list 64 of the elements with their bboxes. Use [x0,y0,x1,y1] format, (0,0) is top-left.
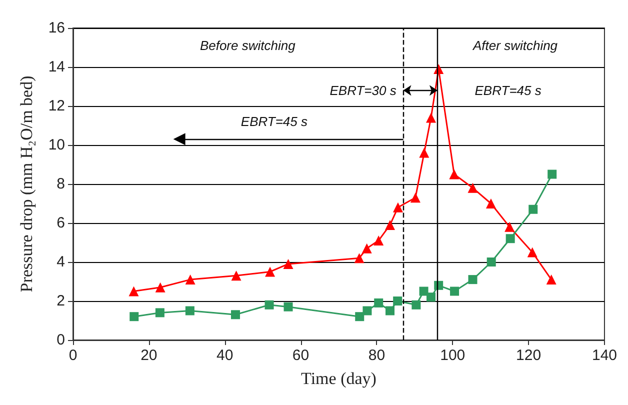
annotation: EBRT=45 s [474,82,542,98]
y-tick-label: 6 [56,214,65,232]
x-tick-label: 100 [440,347,466,364]
point [128,286,139,296]
point [265,266,276,277]
y-tick-label: 10 [48,136,65,154]
y-tick-label: 4 [56,254,65,270]
point [450,286,460,296]
annotation: After switching [472,38,558,54]
point [486,198,496,208]
y-axis-title: Pressure drop (mm H₂O/m bed) [17,76,36,292]
point [384,220,395,230]
x-tick-label: 0 [68,347,78,364]
point [374,298,384,308]
point [362,243,372,254]
point [230,310,240,320]
y-tick-label: 14 [48,58,65,76]
point [468,182,478,193]
point [449,169,460,180]
annotation: EBRT=30 s [330,82,397,98]
point [528,204,538,214]
point [504,222,515,232]
point [130,312,139,322]
point [185,306,194,316]
point [410,192,420,203]
point [185,274,196,285]
point [419,148,430,158]
y-tick-label: 2 [56,292,65,310]
point [527,247,538,258]
point [264,300,274,310]
point [155,282,166,292]
point [468,275,478,284]
point [546,274,556,285]
y-tick-label: 16 [48,20,65,36]
x-tick-label: 60 [292,347,310,364]
x-tick-label: 120 [516,347,542,364]
point [486,258,496,266]
x-tick-label: 20 [140,347,158,364]
point [231,270,242,281]
point [355,312,364,322]
point [354,253,364,264]
y-tick-label: 0 [56,332,65,348]
annotation: Before switching [200,38,296,54]
point [419,286,428,296]
x-tick-label: 40 [216,347,234,364]
point [392,202,403,212]
point [506,234,515,244]
point [548,170,557,179]
point [283,258,294,269]
y-tick-label: 12 [48,98,65,114]
point [426,112,436,123]
point [412,300,421,310]
point [155,308,164,318]
x-axis-title: Time (day) [301,369,376,388]
point [426,292,436,302]
y-tick-label: 8 [56,176,65,192]
point [385,306,394,316]
x-tick-label: 140 [592,347,617,364]
point [374,236,384,246]
point [284,302,293,312]
x-tick-label: 80 [368,347,386,364]
point [393,296,402,306]
annotation: EBRT=45 s [240,114,308,130]
point [362,306,372,316]
